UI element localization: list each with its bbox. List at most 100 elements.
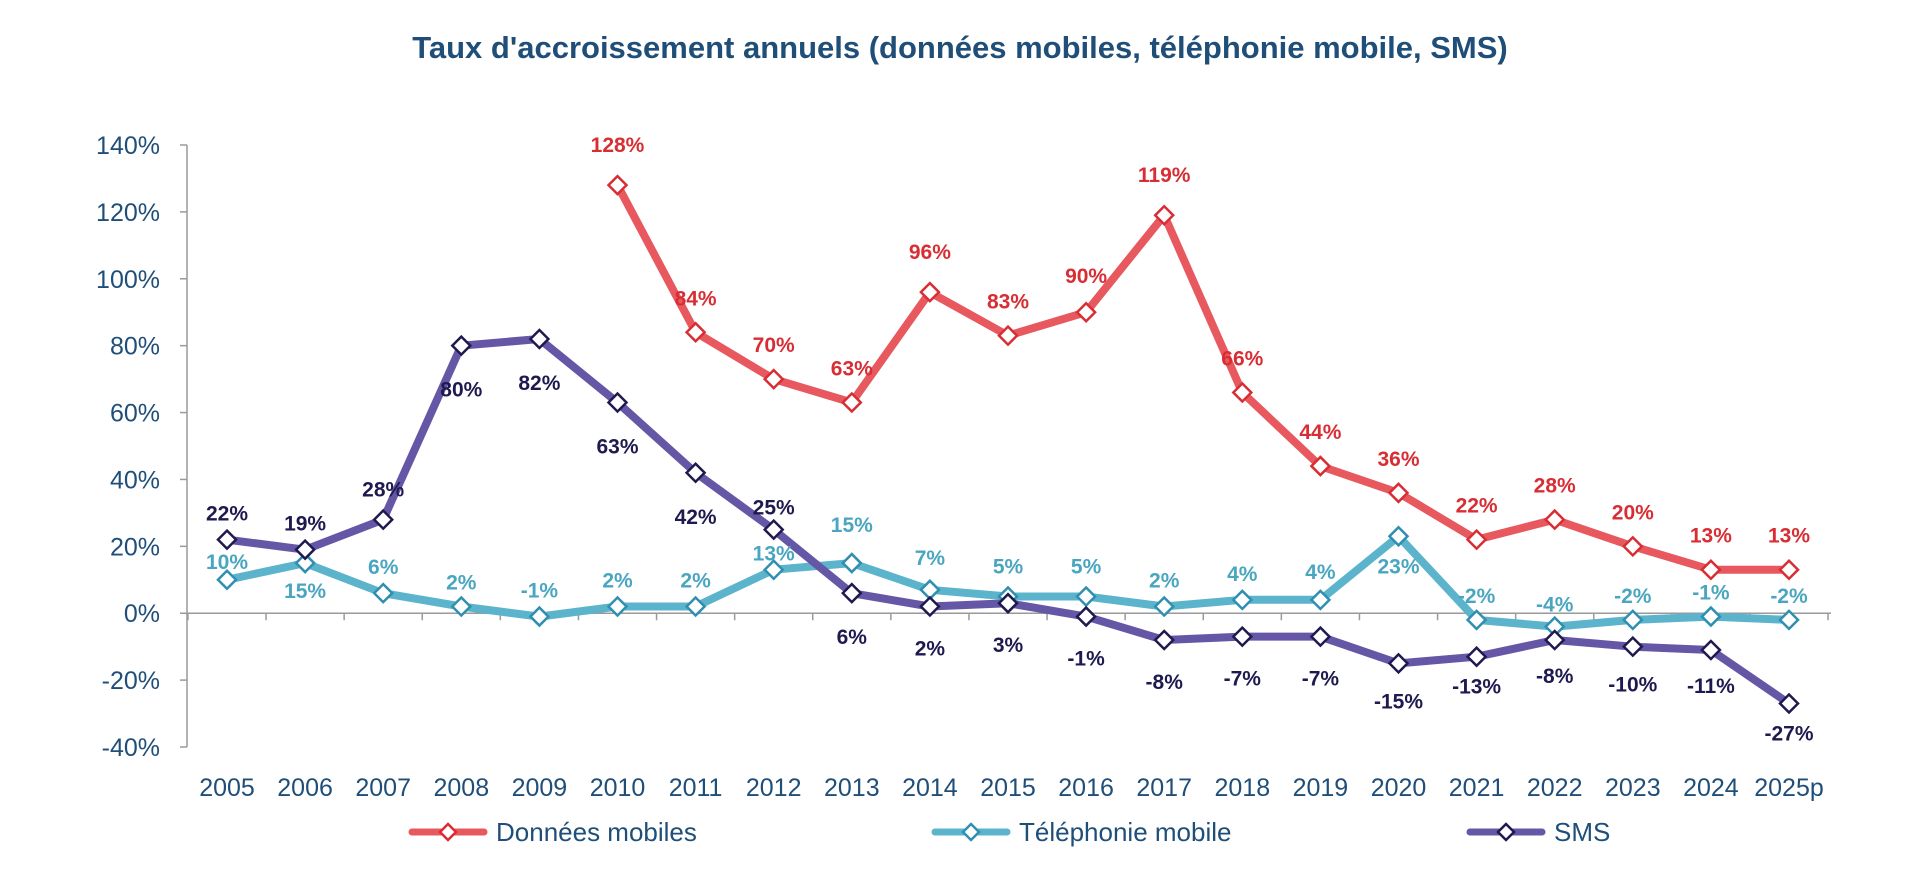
data-point-marker: [841, 582, 863, 604]
data-point-marker: [372, 508, 394, 531]
y-tick-label: 0%: [124, 600, 160, 628]
data-label: 2%: [680, 570, 711, 593]
x-tick-label: 2006: [277, 774, 333, 802]
data-label: 2%: [602, 570, 633, 593]
data-point-marker: [1543, 508, 1566, 531]
data-point-marker: [1465, 609, 1488, 631]
data-label: -8%: [1146, 671, 1184, 694]
data-point-marker: [1465, 645, 1488, 668]
data-label: -2%: [1770, 585, 1808, 608]
x-tick-label: 2018: [1214, 774, 1270, 802]
data-point-marker: [1309, 589, 1332, 611]
data-label: -4%: [1536, 594, 1574, 617]
data-label: 10%: [206, 551, 248, 574]
data-label: 13%: [753, 543, 795, 566]
data-point-marker: [606, 391, 629, 414]
x-tick-label: 2017: [1136, 774, 1192, 802]
data-label: 4%: [1305, 561, 1336, 584]
data-label: 36%: [1377, 448, 1419, 471]
data-label: 15%: [831, 514, 873, 537]
data-point-marker: [1309, 625, 1332, 648]
data-point-marker: [1231, 381, 1254, 404]
data-point-marker: [997, 324, 1019, 347]
x-tick-label: 2013: [824, 774, 880, 802]
y-tick-label: -40%: [102, 734, 160, 762]
data-label: 44%: [1299, 421, 1341, 444]
data-point-marker: [606, 595, 629, 618]
data-label: 4%: [1227, 563, 1258, 586]
data-point-marker: [684, 321, 707, 344]
data-point-marker: [216, 528, 238, 551]
data-point-marker: [1153, 595, 1175, 618]
x-tick-label: 2010: [590, 774, 646, 802]
data-label: 80%: [440, 379, 482, 402]
data-label: 128%: [591, 134, 645, 157]
data-point-marker: [606, 174, 629, 196]
data-point-marker: [841, 552, 863, 574]
x-tick-label: 2016: [1058, 774, 1114, 802]
data-label: 23%: [1377, 555, 1419, 578]
data-point-marker: [1231, 625, 1254, 648]
data-label: 6%: [837, 626, 868, 649]
data-point-marker: [1778, 609, 1800, 631]
data-point-marker: [1465, 528, 1488, 551]
data-point-marker: [216, 569, 238, 591]
data-point-marker: [684, 595, 707, 618]
y-tick-label: 100%: [96, 266, 160, 294]
data-point-marker: [762, 368, 785, 390]
data-label: 84%: [675, 287, 717, 310]
data-label: 20%: [1612, 501, 1654, 524]
data-label: 66%: [1221, 347, 1263, 370]
data-point-marker: [1387, 482, 1410, 504]
data-point-marker: [684, 461, 707, 484]
data-label: 82%: [518, 372, 560, 395]
data-label: 63%: [596, 436, 638, 459]
data-point-marker: [1700, 558, 1722, 581]
data-label: 13%: [1768, 525, 1810, 548]
data-point-marker: [1075, 301, 1097, 323]
x-tick-label: 2015: [980, 774, 1036, 802]
data-point-marker: [919, 281, 941, 303]
data-label: 5%: [1071, 556, 1102, 579]
x-tick-label: 2014: [902, 774, 958, 802]
x-tick-label: 2024: [1683, 774, 1739, 802]
data-point-marker: [528, 605, 551, 628]
x-tick-label: 2025p: [1754, 774, 1824, 802]
data-label: -1%: [1692, 582, 1730, 605]
data-label: 7%: [915, 547, 946, 570]
data-point-marker: [1153, 629, 1175, 651]
data-point-marker: [528, 328, 551, 350]
data-point-marker: [450, 595, 473, 618]
data-label: 119%: [1138, 164, 1191, 187]
data-point-marker: [294, 538, 316, 561]
data-label: 5%: [993, 556, 1024, 579]
data-point-marker: [1075, 605, 1097, 628]
y-tick-label: 80%: [110, 333, 160, 361]
data-label: -13%: [1452, 676, 1501, 699]
x-tick-label: 2023: [1605, 774, 1661, 802]
data-label: 13%: [1690, 525, 1732, 548]
legend-label: SMS: [1554, 817, 1610, 847]
x-tick-label: 2019: [1293, 774, 1349, 802]
data-point-marker: [762, 518, 785, 541]
y-tick-label: 120%: [96, 199, 160, 227]
y-tick-label: 60%: [110, 400, 160, 428]
x-tick-label: 2021: [1449, 774, 1505, 802]
legend-label: Données mobiles: [496, 817, 697, 847]
data-label: 15%: [284, 580, 326, 603]
data-point-marker: [1700, 605, 1722, 628]
series-line: [613, 181, 1793, 574]
data-label: 6%: [368, 556, 399, 579]
x-tick-label: 2022: [1527, 774, 1583, 802]
data-label: 90%: [1065, 265, 1107, 288]
data-label: -15%: [1374, 690, 1423, 713]
data-label: -10%: [1608, 674, 1657, 697]
data-point-marker: [841, 391, 863, 414]
data-point-marker: [450, 334, 473, 357]
data-point-marker: [294, 552, 316, 574]
data-point-marker: [1778, 558, 1800, 581]
data-point-marker: [1622, 609, 1644, 631]
data-label: 83%: [987, 291, 1029, 314]
data-point-marker: [1309, 455, 1332, 477]
data-point-marker: [1778, 692, 1800, 715]
